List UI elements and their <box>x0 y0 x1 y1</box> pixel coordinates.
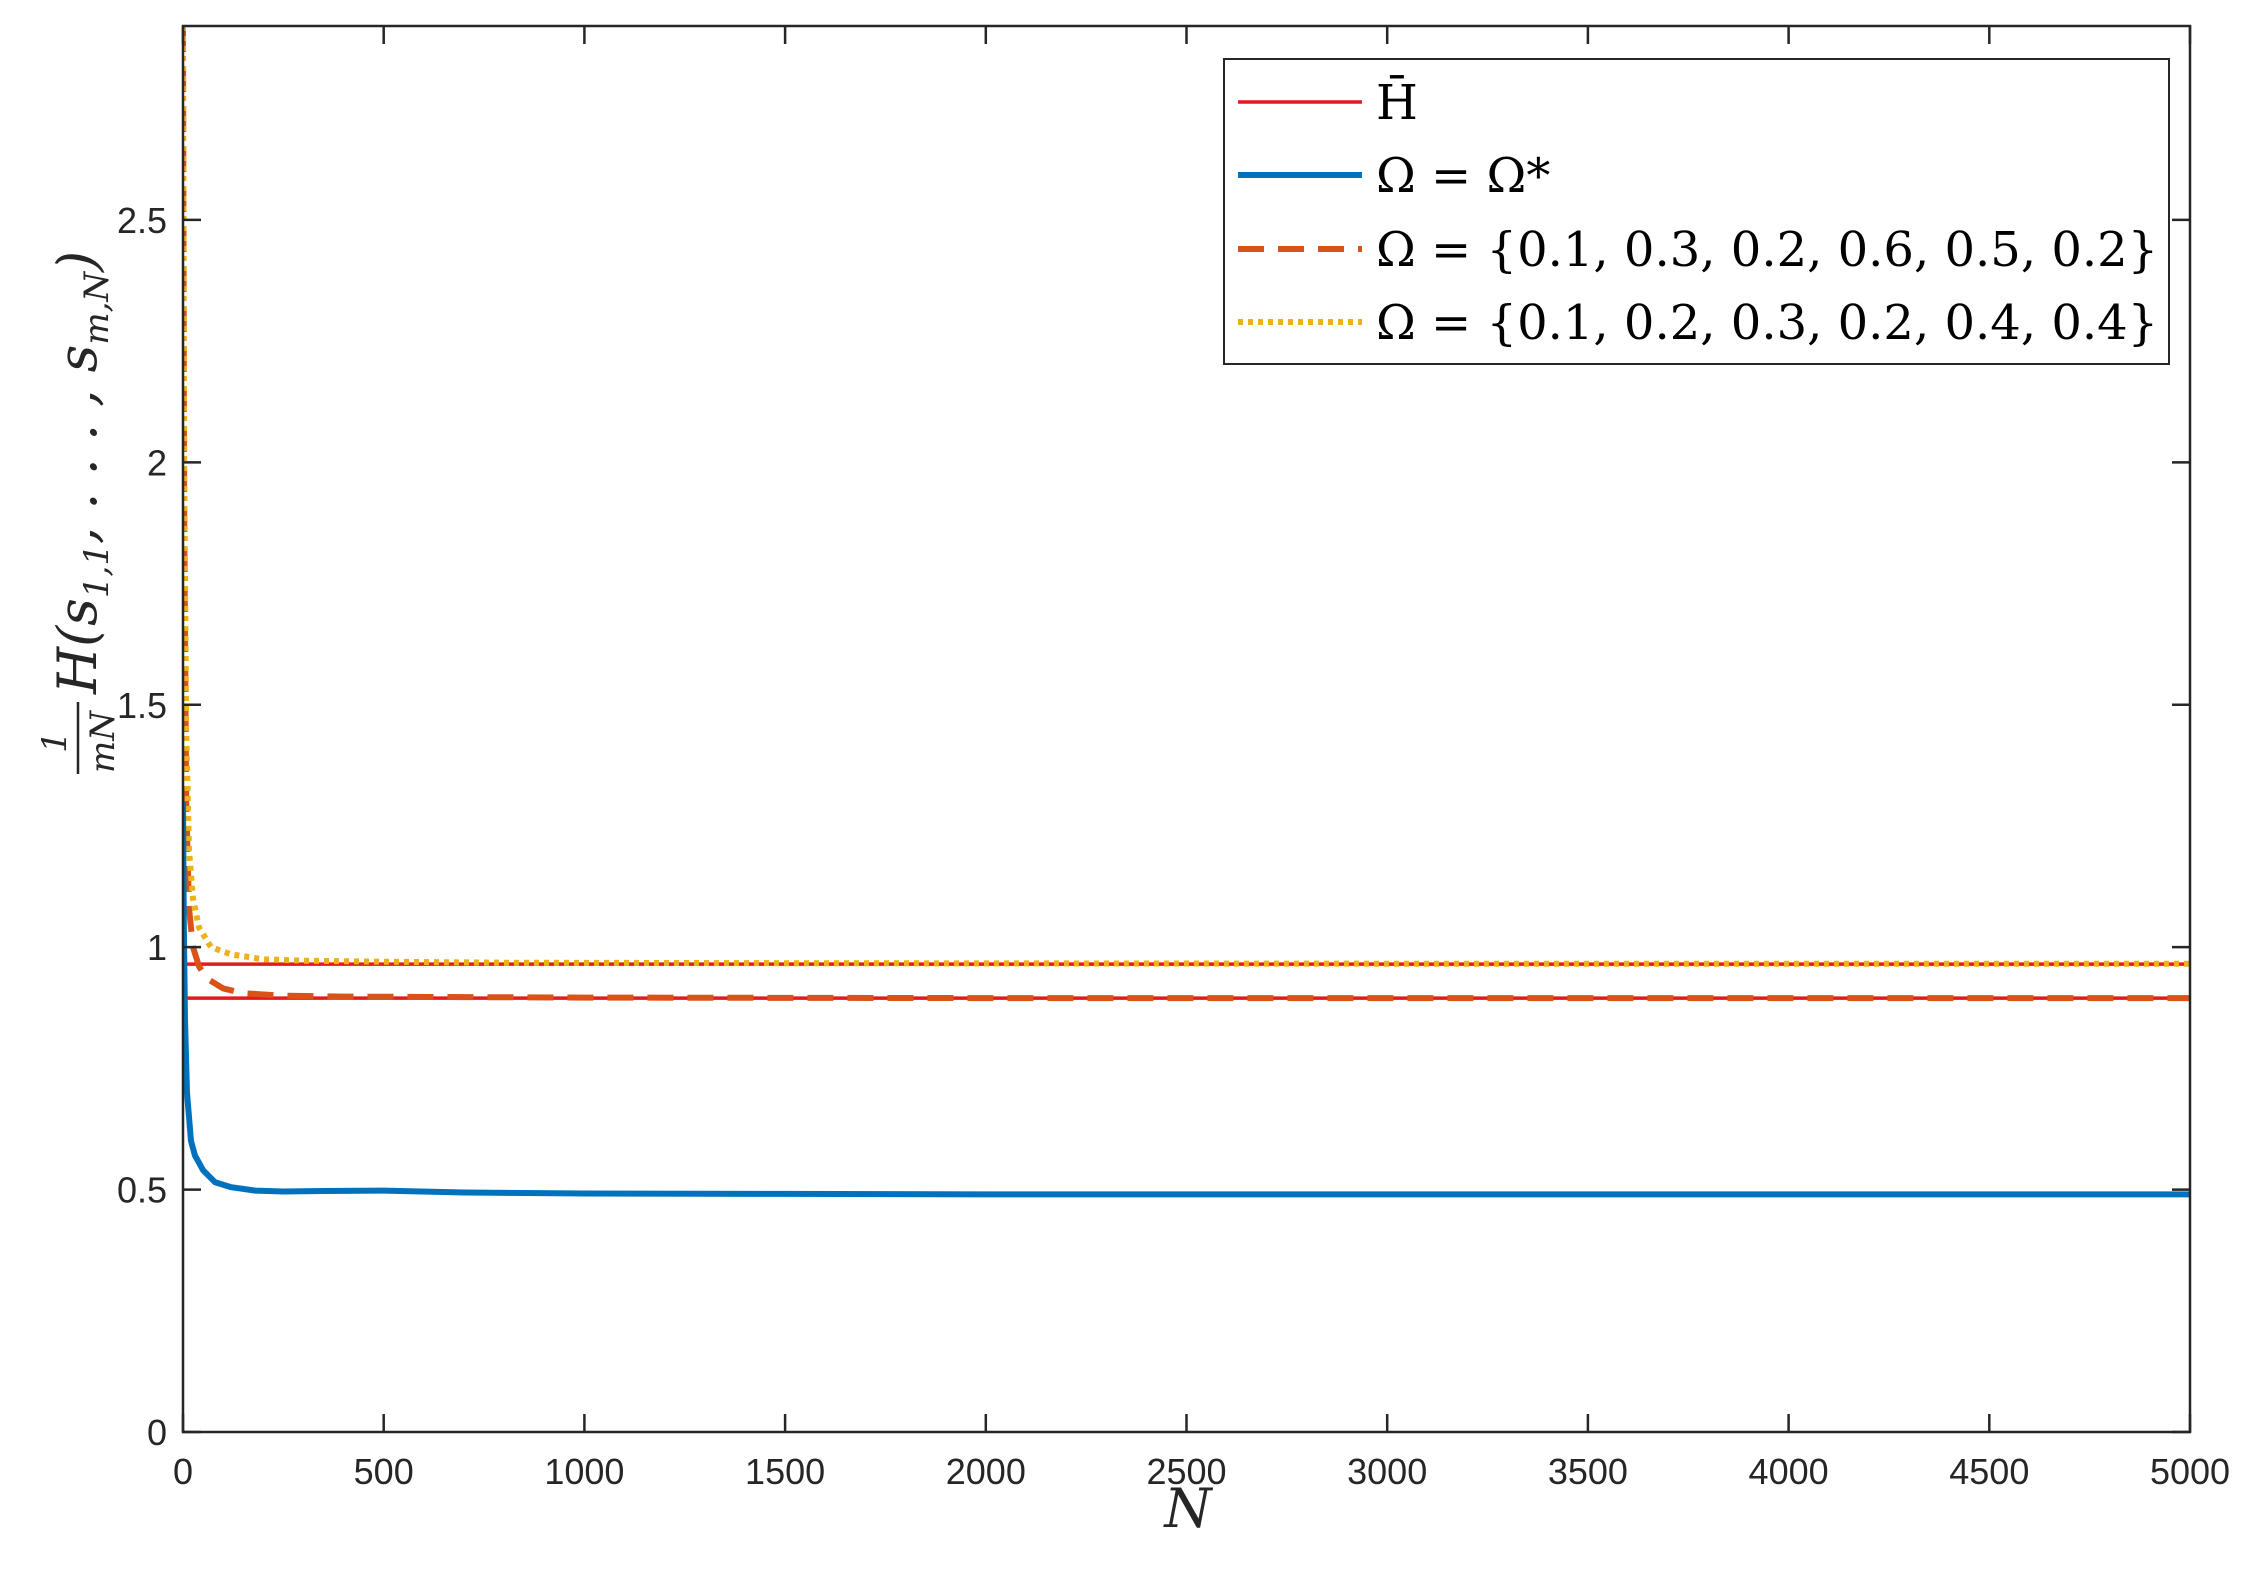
series-layer <box>183 26 2190 1198</box>
x-tick-label: 2500 <box>1146 1451 1226 1492</box>
legend: H̄ Ω = Ω* Ω = {0.1, 0.3, 0.2, 0.6, 0.5, 0.… <box>1223 58 2170 365</box>
y-tick-label: 0.5 <box>117 1170 167 1211</box>
legend-box <box>1223 58 2170 365</box>
x-tick-label: 3000 <box>1347 1451 1427 1492</box>
axes-frame <box>181 24 2192 1434</box>
x-tick-label: 4500 <box>1949 1451 2029 1492</box>
y-tick-label: 2 <box>147 442 167 483</box>
x-tick-label: 3500 <box>1548 1451 1628 1492</box>
legend-label: Ω = Ω* <box>1376 148 1550 204</box>
y-tick-label: 1.5 <box>117 685 167 726</box>
legend-label: Ω = {0.1, 0.2, 0.3, 0.2, 0.4, 0.4} <box>1376 295 2158 351</box>
y-label-expression: H(s1,1, . . . , sm,N) <box>46 251 117 695</box>
x-tick-label: 2000 <box>946 1451 1026 1492</box>
x-tick-label: 4000 <box>1749 1451 1829 1492</box>
y-label-numerator: 1 <box>35 731 75 753</box>
legend-label: Ω = {0.1, 0.3, 0.2, 0.6, 0.5, 0.2} <box>1376 222 2158 278</box>
x-tick-label: 1500 <box>745 1451 825 1492</box>
y-label-denominator: mN <box>83 710 123 773</box>
x-tick-label: 500 <box>354 1451 414 1492</box>
y-tick-label: 2.5 <box>117 200 167 241</box>
y-tick-label: 1 <box>147 927 167 968</box>
series-line-omega-star <box>183 801 2190 1198</box>
legend-label: H̄ <box>1376 73 1418 131</box>
series-line-omega-b <box>183 26 2190 967</box>
y-tick-label: 0 <box>147 1412 167 1453</box>
series-line-omega-a <box>183 26 2190 1002</box>
x-axis-label: N <box>1162 1477 1213 1540</box>
ticks-layer: 0 500 1000 1500 2000 2500 3000 3500 4000 4500 5000… <box>117 26 2230 1492</box>
x-tick-label: 5000 <box>2150 1451 2230 1492</box>
y-axis-label: 1 mN H(s1,1, . . . , sm,N) <box>35 251 123 774</box>
x-tick-label: 1000 <box>544 1451 624 1492</box>
legend-items: H̄ Ω = Ω* Ω = {0.1, 0.3, 0.2, 0.6, 0.5, 0.… <box>1238 73 2158 351</box>
x-tick-label: 0 <box>173 1451 193 1492</box>
